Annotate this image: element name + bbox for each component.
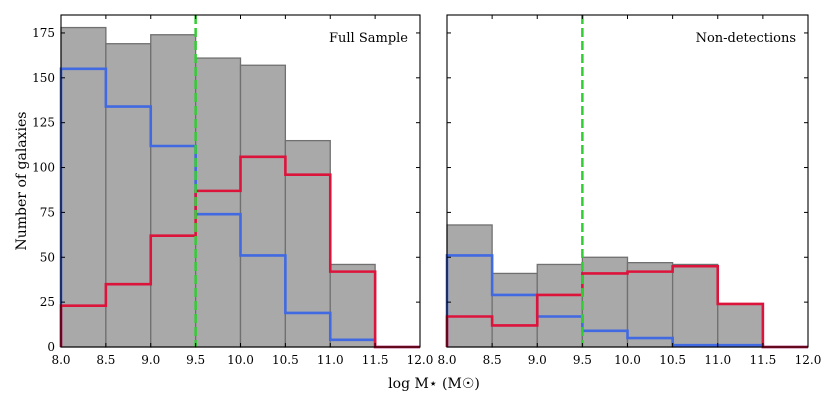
x-tick-label: 11.0: [704, 353, 731, 367]
x-tick-label: 11.5: [750, 353, 777, 367]
bar-10-10.5: [626, 262, 674, 348]
x-tick-label: 12.0: [795, 353, 822, 367]
x-tick-label: 9.0: [528, 353, 547, 367]
y-tick-label: 25: [40, 295, 55, 309]
bar-11-11.5: [717, 303, 764, 348]
step-line-blue: [59, 67, 420, 349]
y-axis-label: Number of galaxies: [14, 112, 30, 251]
x-tick-label: 11.0: [317, 353, 344, 367]
x-tick-label: 10.5: [272, 353, 299, 367]
step-line-red: [59, 155, 420, 349]
bar-10.5-11: [284, 139, 331, 348]
panel-annotation: Non-detections: [696, 31, 796, 46]
x-tick-label: 11.5: [362, 353, 389, 367]
x-tick-label: 8.5: [96, 353, 115, 367]
x-tick-label: 8.0: [437, 353, 456, 367]
x-tick-label: 10.5: [659, 353, 686, 367]
bar-9-9.5: [150, 34, 197, 348]
panel-annotation: Full Sample: [329, 31, 408, 46]
panel-2: 8.0 8.5 9.0 9.5 10.0 10.5 11.0 11.5 12.0 Non-dete…: [437, 14, 822, 367]
bar-8-8.5: [60, 26, 107, 348]
x-tick-label: 10.0: [614, 353, 641, 367]
bar-8.5-9: [491, 272, 538, 348]
bar-10.5-11: [671, 263, 719, 348]
bar-11-11.5: [329, 263, 376, 348]
x-tick-label: 9.0: [141, 353, 160, 367]
bar-9-9.5: [536, 263, 584, 348]
bar-10-10.5: [239, 64, 287, 348]
x-tick-label: 10.0: [227, 353, 254, 367]
y-tick-label: 75: [40, 205, 55, 219]
y-tick-label: 0: [47, 340, 55, 354]
y-tick-label: 125: [32, 116, 55, 130]
y-tick-label: 150: [32, 71, 55, 85]
y-tick-label: 50: [40, 250, 55, 264]
step-line-blue: [445, 254, 808, 349]
x-tick-label: 8.5: [483, 353, 502, 367]
panel-1: 8.0 8.5 9.0 9.5 10.0 10.5 11.0 11.5 12.0 0 25 50 75 1…: [14, 14, 434, 367]
bar-8.5-9: [105, 43, 152, 348]
x-tick-label: 9.5: [186, 353, 205, 367]
x-tick-label: 9.5: [573, 353, 592, 367]
x-tick-label: 8.0: [51, 353, 70, 367]
bar-8-8.5: [446, 224, 493, 348]
y-tick-label: 100: [32, 161, 55, 175]
x-tick-label: 12.0: [407, 353, 434, 367]
bar-9.5-10: [194, 57, 242, 348]
y-tick-label: 175: [32, 26, 55, 40]
x-axis-label: log M⋆ (M☉): [388, 376, 480, 392]
bar-9.5-10: [581, 256, 629, 348]
step-line-red: [445, 264, 808, 349]
